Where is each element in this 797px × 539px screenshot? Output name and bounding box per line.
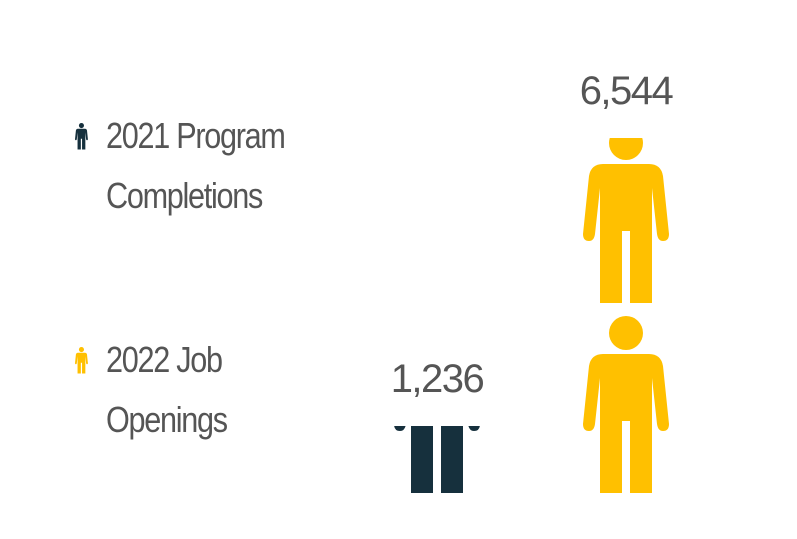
- legend-icon: [75, 347, 88, 374]
- icon-body: [583, 164, 669, 303]
- legend-label: 2022 Job Openings: [106, 339, 228, 440]
- pictogram: [394, 316, 480, 493]
- pictogram: [583, 138, 669, 493]
- icon-head: [609, 138, 643, 160]
- legend-label: 2021 Program Completions: [106, 115, 286, 216]
- icon-head: [78, 347, 84, 353]
- icon-body: [394, 425, 480, 493]
- icon-body: [75, 128, 88, 150]
- person-icon: [583, 316, 669, 493]
- icon-head: [420, 316, 454, 350]
- value-label: 1,236: [391, 357, 484, 401]
- value-label: 6,544: [580, 69, 674, 113]
- icon-body: [583, 354, 669, 493]
- person-icon: [583, 138, 669, 303]
- icon-head: [609, 316, 643, 350]
- person-icon: [394, 316, 480, 493]
- icon-head: [78, 123, 84, 129]
- legend-icon: [75, 123, 88, 150]
- icon-body: [75, 352, 88, 374]
